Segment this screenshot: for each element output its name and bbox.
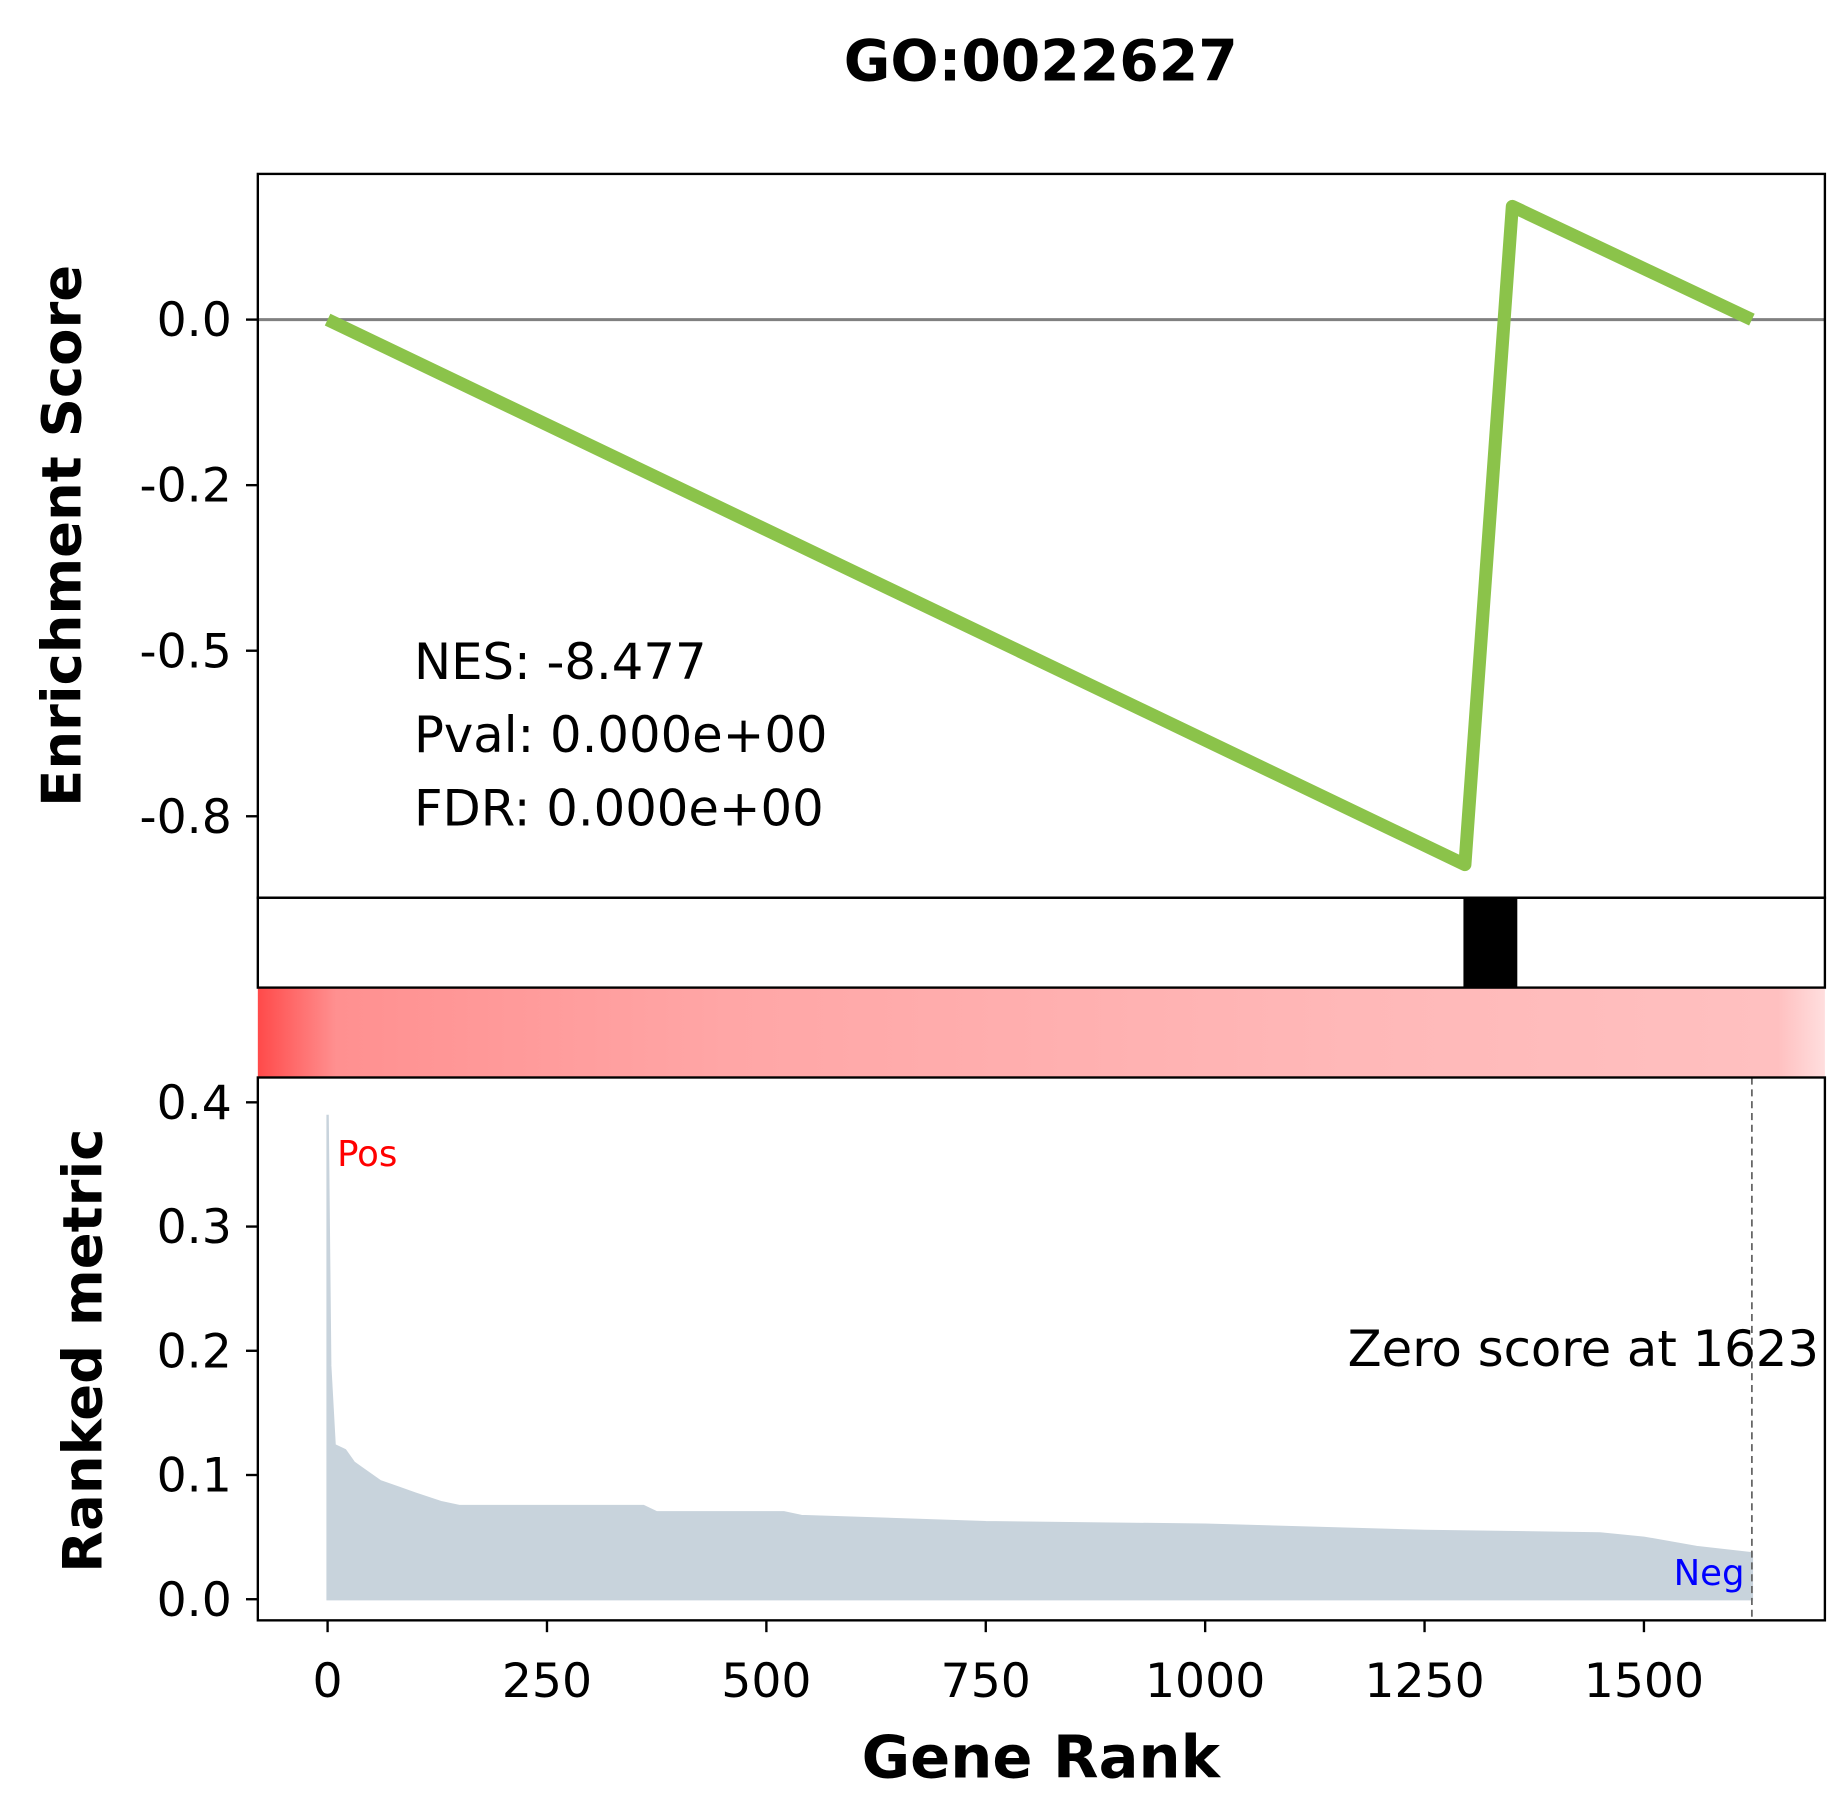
x-tick-label: 750 bbox=[941, 1654, 1031, 1709]
y-tick-label: -0.5 bbox=[140, 624, 232, 679]
y-tick-label: 0.0 bbox=[157, 1573, 232, 1628]
y-tick-label: 0.2 bbox=[157, 1324, 232, 1379]
y-tick-label: 0.3 bbox=[157, 1200, 232, 1255]
y-tick-label: 0.1 bbox=[157, 1449, 232, 1504]
y-tick-label: 0.4 bbox=[157, 1076, 232, 1131]
x-tick-label: 1000 bbox=[1145, 1654, 1265, 1709]
x-tick-label: 500 bbox=[721, 1654, 811, 1709]
pos-label: Pos bbox=[337, 1134, 397, 1175]
y-axis-title: Ranked metric bbox=[52, 1129, 115, 1573]
y-tick-label: 0.0 bbox=[157, 293, 232, 348]
zero-score-label: Zero score at 1623 bbox=[1348, 1320, 1819, 1378]
y-tick-label: -0.2 bbox=[140, 459, 232, 514]
stat-annotation: NES: -8.477 bbox=[414, 633, 707, 691]
chart-title: GO:0022627 bbox=[844, 28, 1238, 94]
x-tick-label: 1250 bbox=[1364, 1654, 1484, 1709]
hit-bar bbox=[1463, 897, 1518, 988]
metric-area bbox=[326, 1114, 1754, 1601]
es-line bbox=[324, 199, 1755, 872]
neg-label: Neg bbox=[1674, 1553, 1745, 1594]
x-tick-label: 250 bbox=[502, 1654, 592, 1709]
stat-annotation: Pval: 0.000e+00 bbox=[414, 706, 828, 764]
hit-frame bbox=[256, 896, 1827, 989]
stat-annotation: FDR: 0.000e+00 bbox=[414, 780, 824, 838]
y-axis-title: Enrichment Score bbox=[30, 265, 93, 807]
rank-colorbar bbox=[257, 987, 1825, 1078]
x-axis-title: Gene Rank bbox=[862, 1723, 1222, 1792]
x-tick-label: 0 bbox=[313, 1654, 343, 1709]
x-tick-label: 1500 bbox=[1584, 1654, 1704, 1709]
metric-frame bbox=[256, 1076, 1827, 1622]
y-tick-label: -0.8 bbox=[140, 790, 232, 845]
